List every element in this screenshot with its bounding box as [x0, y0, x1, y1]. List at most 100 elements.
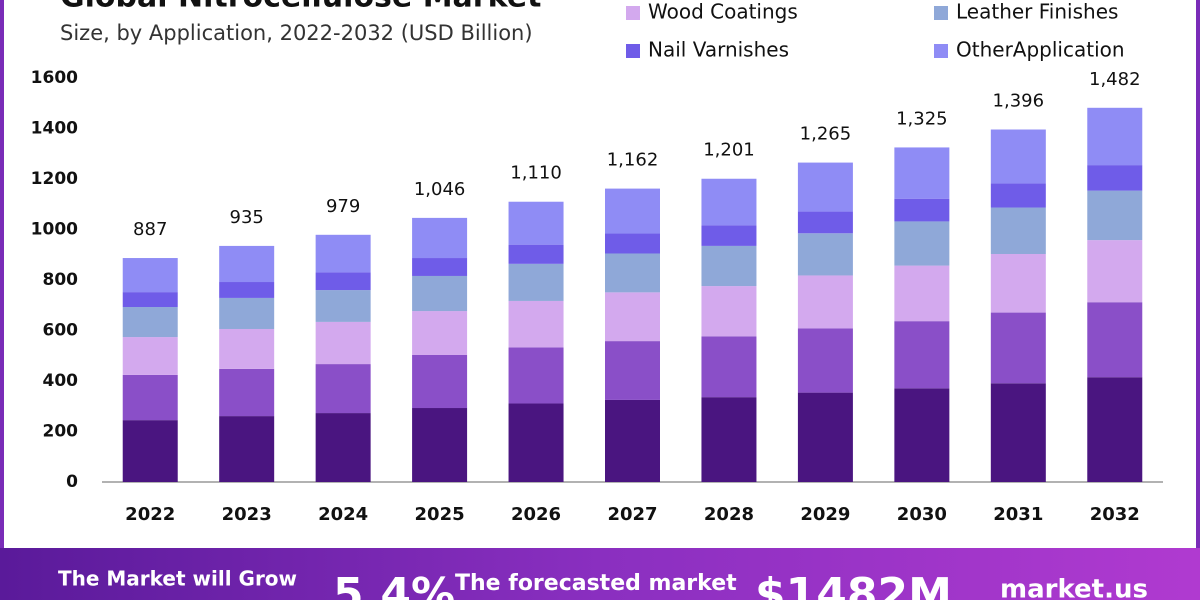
legend-label: Wood Coatings — [648, 0, 798, 24]
bar-segment — [219, 368, 275, 417]
x-tick-label: 2025 — [415, 504, 465, 525]
bar-segment — [990, 253, 1046, 313]
banner-brand: market.us — [1000, 575, 1148, 600]
x-tick-label: 2030 — [897, 504, 947, 525]
bar-segment — [797, 392, 853, 482]
bar-segment — [122, 292, 178, 308]
bar-segment — [701, 286, 757, 337]
bar-segment — [122, 258, 178, 293]
bar-segment — [315, 321, 371, 365]
bar-segment — [412, 217, 468, 259]
bar-segment — [412, 408, 468, 482]
x-tick-label: 2028 — [704, 504, 754, 525]
bar-segment — [701, 397, 757, 482]
bar-segment — [412, 354, 468, 409]
banner-forecast: The forecasted market — [455, 571, 737, 596]
x-tick-label: 2026 — [511, 504, 561, 525]
bar-segment — [797, 328, 853, 393]
bar-segment — [605, 253, 660, 293]
bar-segment — [1087, 377, 1143, 482]
bar-segment — [1087, 190, 1143, 241]
bar-segment — [412, 275, 468, 312]
chart-title: Global Nitrocellulose Market — [60, 0, 541, 15]
bar-segment — [219, 245, 275, 283]
bar-segment — [701, 245, 757, 287]
bar-segment — [412, 258, 468, 276]
total-label: 1,110 — [510, 163, 562, 184]
bar-segment — [990, 312, 1046, 384]
bar-segment — [605, 188, 660, 234]
total-label: 887 — [133, 219, 167, 240]
bar-segment — [894, 221, 950, 266]
bar-segment — [990, 383, 1046, 482]
chart-subtitle: Size, by Application, 2022-2032 (USD Bil… — [60, 21, 533, 45]
y-tick-label: 400 — [43, 371, 79, 391]
bar-segment — [1087, 107, 1143, 166]
bar-segment — [315, 290, 371, 322]
bar-segment — [508, 201, 564, 245]
frame-left — [0, 0, 4, 600]
y-tick-label: 1200 — [31, 169, 78, 189]
x-tick-label: 2027 — [607, 504, 657, 525]
banner-size: $1482M — [755, 569, 952, 600]
total-label: 1,396 — [993, 91, 1045, 112]
y-tick-label: 600 — [43, 321, 79, 341]
y-tick-label: 0 — [66, 472, 78, 492]
bar-segment — [508, 244, 564, 264]
y-tick-label: 1000 — [31, 220, 78, 240]
bar-segment — [219, 416, 275, 482]
total-label: 1,325 — [896, 108, 948, 129]
total-label: 979 — [326, 196, 360, 217]
y-tick-label: 200 — [43, 422, 79, 442]
y-tick-label: 1400 — [31, 119, 78, 139]
bar-segment — [894, 388, 950, 482]
bar-segment — [219, 328, 275, 369]
bar-segment — [1087, 302, 1143, 378]
total-label: 1,201 — [703, 140, 755, 161]
bar-segment — [219, 297, 275, 329]
legend-label: Leather Finishes — [956, 0, 1118, 24]
bar-segment — [412, 311, 468, 355]
y-tick-label: 800 — [43, 270, 79, 290]
total-label: 935 — [230, 207, 264, 228]
bar-segment — [701, 178, 757, 226]
bar-segment — [122, 337, 178, 375]
bar-segment — [605, 233, 660, 254]
bar-segment — [990, 207, 1046, 254]
banner — [0, 548, 1200, 600]
x-tick-label: 2031 — [993, 504, 1043, 525]
bar-segment — [701, 225, 757, 246]
bar-segment — [1087, 165, 1143, 191]
y-tick-label: 1600 — [31, 68, 78, 88]
bar-segment — [797, 211, 853, 234]
bar-segment — [990, 183, 1046, 208]
legend-swatch — [934, 44, 948, 58]
bar-segment — [315, 272, 371, 291]
total-label: 1,482 — [1089, 69, 1141, 90]
legend-swatch — [626, 44, 640, 58]
banner-grow: The Market will Grow — [58, 567, 297, 591]
x-tick-label: 2024 — [318, 504, 368, 525]
bar-segment — [701, 336, 757, 398]
bar-segment — [508, 403, 564, 482]
bar-segment — [315, 234, 371, 273]
bar-segment — [797, 275, 853, 329]
x-tick-label: 2032 — [1090, 504, 1140, 525]
bar-segment — [894, 147, 950, 199]
bar-segment — [122, 374, 178, 421]
bar-segment — [605, 292, 660, 342]
bar-segment — [122, 307, 178, 338]
bar-segment — [508, 300, 564, 348]
bar-segment — [315, 413, 371, 482]
legend-swatch — [626, 6, 640, 20]
bar-segment — [894, 321, 950, 389]
legend-label: Nail Varnishes — [648, 38, 789, 62]
legend-label: OtherApplication — [956, 38, 1125, 62]
frame-right — [1196, 0, 1200, 600]
banner-cagr: 5.4% — [333, 569, 455, 600]
bar-segment — [990, 129, 1046, 184]
bar-segment — [894, 198, 950, 222]
bar-segment — [605, 399, 660, 482]
bar-segment — [605, 341, 660, 400]
